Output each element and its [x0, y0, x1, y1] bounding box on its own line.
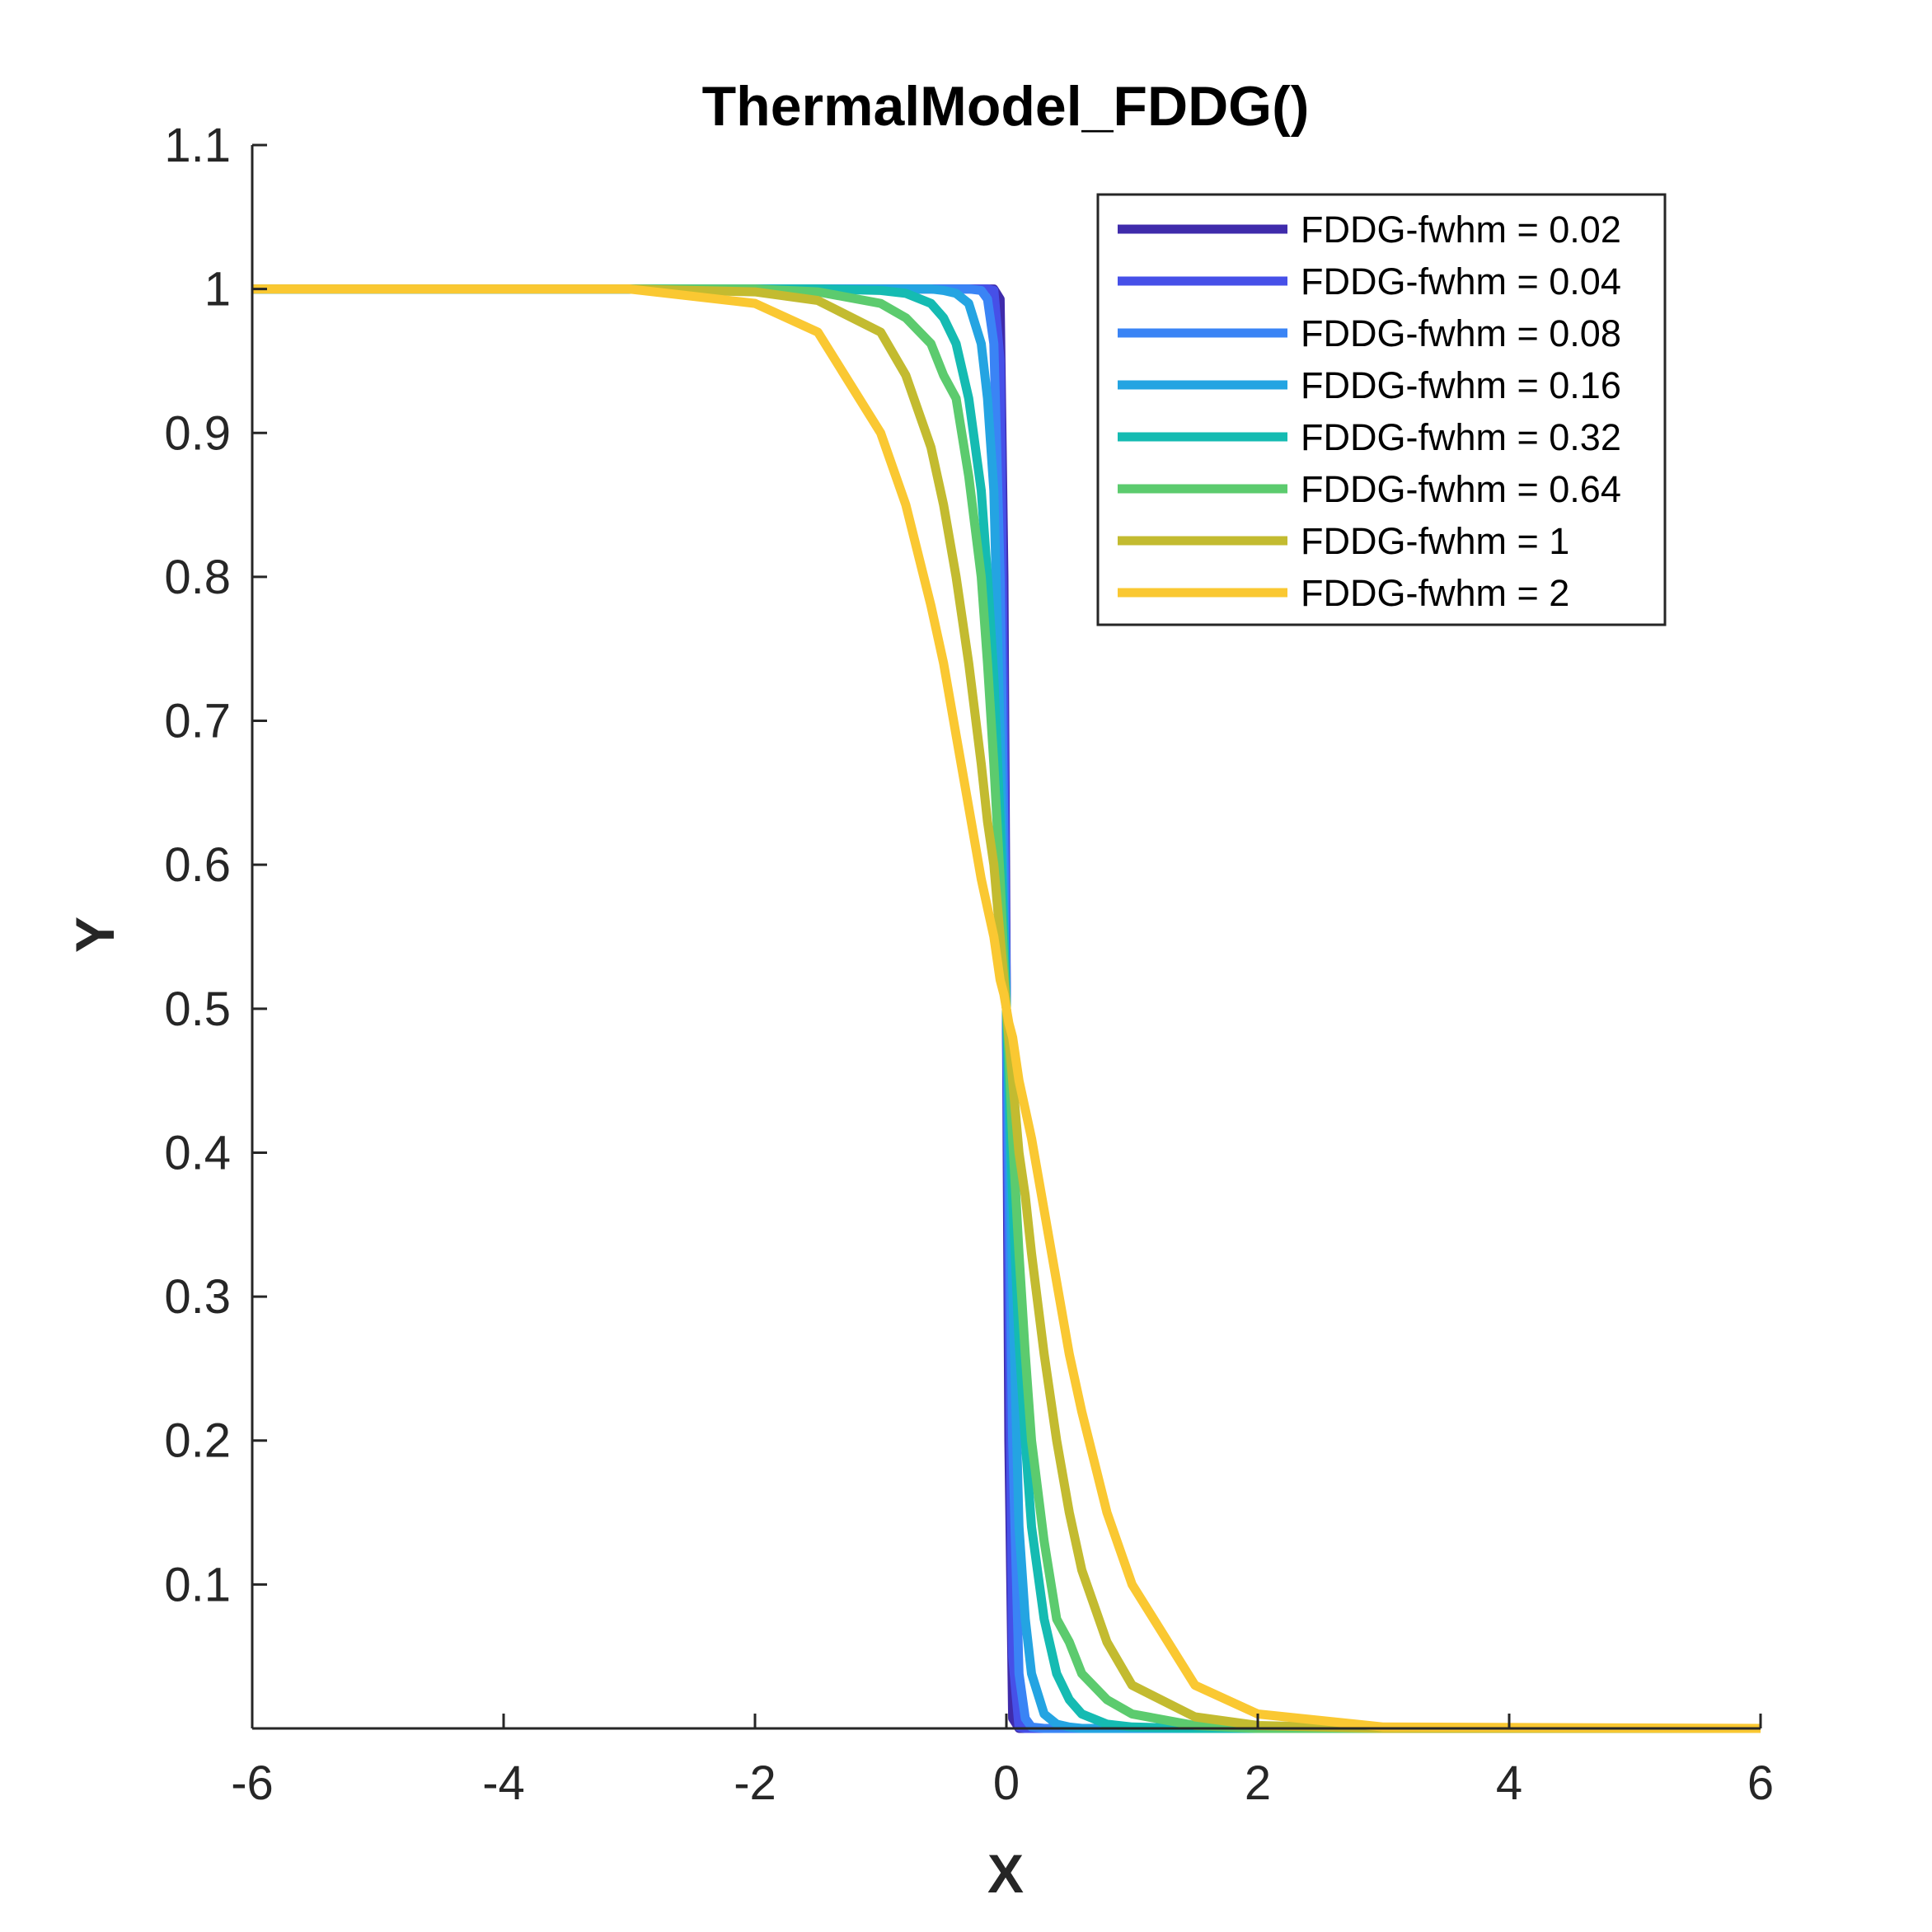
legend-label-5: FDDG-fwhm = 0.32 [1301, 416, 1621, 458]
legend-box [1096, 193, 1667, 626]
y-tick-label: 0.5 [164, 982, 231, 1036]
x-tick-label: -2 [734, 1756, 776, 1810]
legend: FDDG-fwhm = 0.02 FDDG-fwhm = 0.04 FDDG-fwh… [1096, 193, 1667, 626]
x-tick-label: -4 [482, 1756, 525, 1810]
y-tick-label: 0.2 [164, 1414, 231, 1468]
y-tick-label: 1.1 [164, 119, 231, 172]
y-tick-label: 0.8 [164, 551, 231, 604]
series-line-8 [252, 284, 1761, 1733]
legend-label-2: FDDG-fwhm = 0.04 [1301, 260, 1621, 302]
x-tick-label: 0 [993, 1756, 1020, 1810]
y-tick-label: 1 [204, 263, 231, 317]
x-axis-label: X [987, 1843, 1024, 1904]
chart-title: ThermalModel_FDDG() [702, 75, 1310, 138]
y-tick-label: 0.6 [164, 838, 231, 892]
y-tick-label: 0.4 [164, 1126, 231, 1179]
y-tick-label: 0.9 [164, 406, 231, 460]
x-ticks: -6 -4 -2 0 2 4 6 [231, 1714, 1774, 1810]
legend-label-7: FDDG-fwhm = 1 [1301, 520, 1569, 562]
x-tick-label: 6 [1747, 1756, 1774, 1810]
legend-label-3: FDDG-fwhm = 0.08 [1301, 312, 1621, 354]
legend-label-6: FDDG-fwhm = 0.64 [1301, 468, 1621, 510]
legend-label-8: FDDG-fwhm = 2 [1301, 572, 1569, 614]
y-tick-label: 0.3 [164, 1270, 231, 1324]
legend-label-1: FDDG-fwhm = 0.02 [1301, 209, 1621, 251]
x-tick-label: -6 [231, 1756, 274, 1810]
y-ticks: 0.1 0.2 0.3 0.4 0.5 0.6 0.7 0.8 0.9 1 1.1 [164, 119, 267, 1611]
x-tick-label: 4 [1496, 1756, 1522, 1810]
series-layer [252, 284, 1761, 1733]
x-tick-label: 2 [1245, 1756, 1271, 1810]
y-axis-label: Y [64, 917, 125, 953]
legend-items: FDDG-fwhm = 0.02 FDDG-fwhm = 0.04 FDDG-fwh… [1118, 209, 1621, 614]
legend-label-4: FDDG-fwhm = 0.16 [1301, 364, 1621, 406]
y-tick-label: 0.1 [164, 1558, 231, 1611]
y-tick-label: 0.7 [164, 695, 231, 748]
